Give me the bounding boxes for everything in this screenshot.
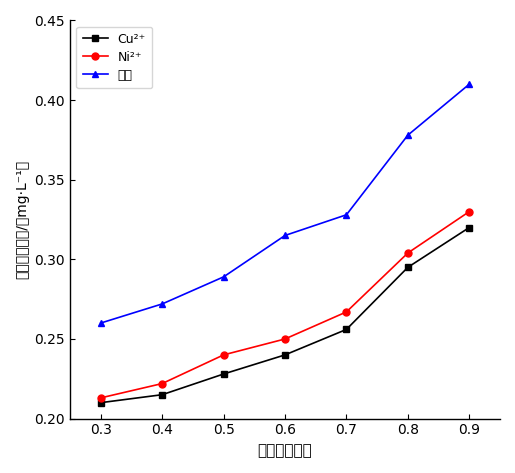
X-axis label: 超滤膜透过率: 超滤膜透过率	[258, 443, 313, 458]
Ni²⁺	[159, 381, 165, 386]
Line: Cu²⁺: Cu²⁺	[97, 224, 473, 406]
总铬	[98, 320, 104, 326]
Y-axis label: 金属离子浓度/（mg·L⁻¹）: 金属离子浓度/（mg·L⁻¹）	[15, 160, 29, 279]
总铬	[405, 132, 411, 138]
总铬	[159, 301, 165, 307]
总铬	[220, 274, 227, 280]
总铬	[466, 81, 472, 87]
Line: Ni²⁺: Ni²⁺	[97, 208, 473, 402]
Cu²⁺	[98, 400, 104, 405]
Ni²⁺	[405, 250, 411, 256]
总铬	[344, 212, 350, 218]
Cu²⁺	[344, 326, 350, 332]
Cu²⁺	[159, 392, 165, 397]
Ni²⁺	[220, 352, 227, 358]
Cu²⁺	[220, 371, 227, 377]
Ni²⁺	[344, 309, 350, 315]
Ni²⁺	[282, 336, 288, 342]
Line: 总铬: 总铬	[97, 81, 473, 326]
Cu²⁺	[405, 264, 411, 270]
Cu²⁺	[282, 352, 288, 358]
Cu²⁺	[466, 225, 472, 230]
总铬	[282, 233, 288, 238]
Ni²⁺	[466, 209, 472, 214]
Legend: Cu²⁺, Ni²⁺, 总铬: Cu²⁺, Ni²⁺, 总铬	[76, 27, 152, 88]
Ni²⁺	[98, 395, 104, 401]
